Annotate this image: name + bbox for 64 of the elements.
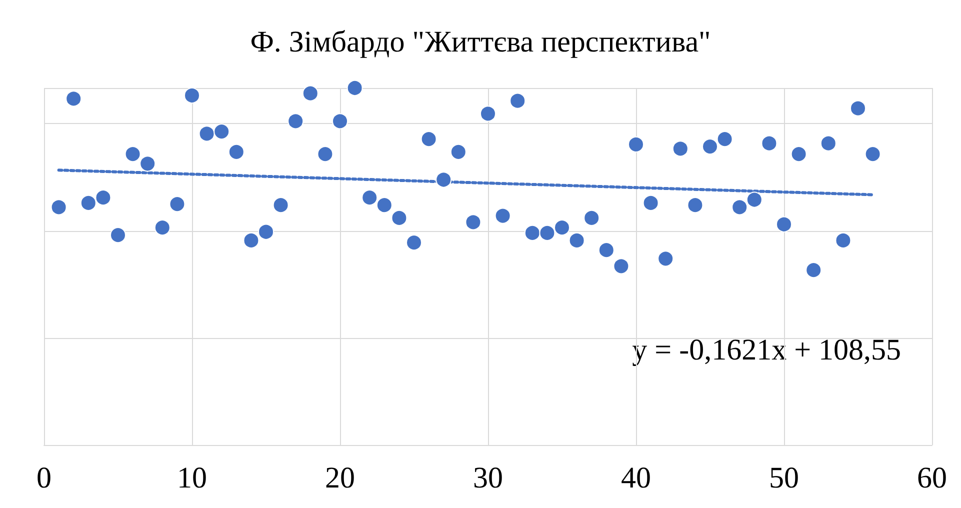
point [214, 124, 230, 140]
point [362, 190, 378, 206]
point [154, 220, 170, 236]
point [687, 197, 704, 214]
point [628, 136, 644, 152]
point [80, 194, 96, 211]
point [494, 208, 511, 224]
point [66, 90, 82, 107]
point [820, 135, 836, 152]
point [391, 210, 408, 226]
point [140, 156, 156, 172]
point [436, 172, 452, 188]
point [658, 250, 674, 267]
point [243, 232, 260, 248]
x-tick-label: 50 [769, 462, 799, 494]
point [554, 220, 570, 236]
chart-title: Ф. Зімбардо "Життєва перспектива" [250, 26, 711, 58]
point [732, 199, 748, 216]
point [332, 113, 348, 130]
point [672, 140, 688, 157]
point [568, 232, 585, 248]
point [761, 135, 778, 152]
point [288, 113, 304, 130]
point [376, 197, 392, 214]
point [702, 138, 718, 155]
point [524, 224, 540, 241]
point [790, 146, 807, 162]
point [746, 192, 762, 208]
point [716, 131, 733, 148]
point [258, 224, 274, 240]
point [598, 242, 614, 258]
point [480, 106, 496, 122]
point [584, 210, 600, 226]
point [420, 131, 437, 148]
point [169, 196, 186, 212]
point [450, 144, 466, 160]
point [406, 234, 422, 251]
point [806, 262, 822, 278]
x-tick-label: 20 [325, 462, 355, 494]
point [228, 144, 244, 160]
x-tick-label: 0 [36, 462, 52, 494]
point [864, 146, 881, 162]
point [50, 199, 67, 216]
point [850, 100, 866, 116]
point [110, 227, 126, 244]
point [95, 190, 112, 206]
point [302, 85, 318, 102]
point [346, 80, 363, 96]
point [642, 194, 659, 211]
point [317, 146, 334, 162]
x-tick-label: 10 [177, 462, 207, 494]
x-tick-label: 40 [621, 462, 651, 494]
point [835, 232, 852, 248]
point [124, 146, 141, 162]
x-tick-label: 30 [473, 462, 503, 494]
point [272, 197, 289, 214]
point [465, 214, 482, 230]
point [510, 92, 526, 109]
point [776, 216, 792, 232]
point [613, 258, 630, 274]
x-tick-label: 60 [917, 462, 947, 494]
point [184, 88, 200, 104]
point [539, 224, 556, 241]
point [198, 126, 215, 142]
